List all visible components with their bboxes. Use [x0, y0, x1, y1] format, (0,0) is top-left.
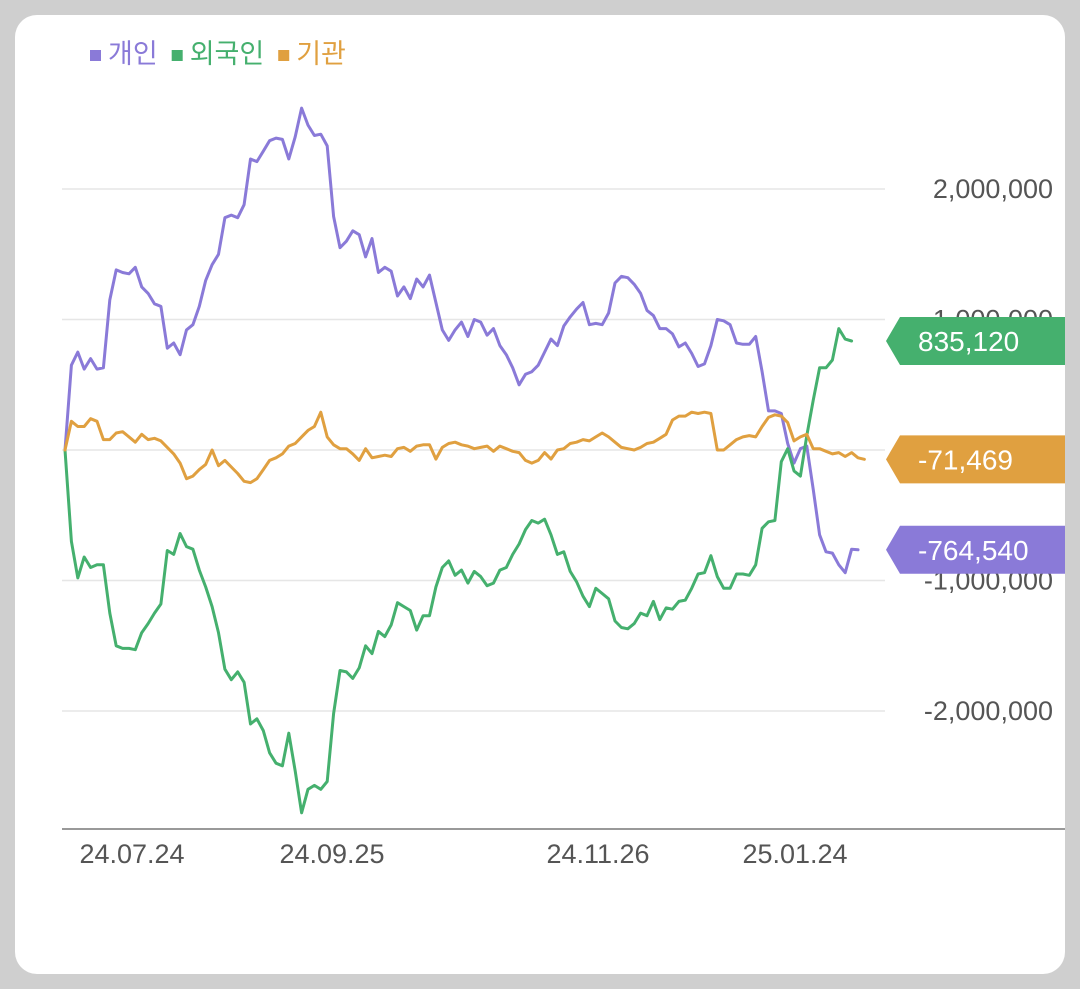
x-tick-label: 24.09.25	[279, 839, 384, 869]
legend: 개인 외국인 기관	[90, 39, 346, 70]
x-tick-label: 24.11.26	[546, 839, 649, 869]
x-tick-label: 25.01.24	[742, 839, 847, 869]
legend-label: 외국인	[190, 39, 265, 70]
investor-net-buy-chart: 2,000,0001,000,000-1,000,000-2,000,000 2…	[62, 39, 1065, 869]
legend-label: 기관	[296, 39, 346, 70]
tag-shape	[886, 317, 1065, 366]
series-line-2	[63, 410, 866, 485]
chart-card: 2,000,0001,000,000-1,000,000-2,000,000 2…	[15, 15, 1065, 974]
tag-value: -71,469	[918, 444, 1013, 475]
legend-item: 개인	[90, 39, 158, 70]
tag-shape	[886, 525, 1065, 574]
series-line-0	[63, 106, 860, 575]
grid-lines	[62, 188, 885, 712]
last-value-tag: -71,469	[886, 435, 1065, 484]
tag-shape	[886, 435, 1065, 484]
x-tick-label: 24.07.24	[79, 839, 184, 869]
legend-swatch	[278, 50, 290, 61]
series-lines	[63, 106, 866, 815]
last-value-tag: -764,540	[886, 525, 1065, 574]
last-value-tag: 835,120	[886, 317, 1065, 366]
tag-value: 835,120	[918, 326, 1019, 357]
legend-item: 기관	[278, 39, 346, 70]
tag-value: -764,540	[918, 535, 1029, 566]
series-line-1	[63, 327, 854, 815]
legend-swatch	[171, 50, 183, 61]
legend-label: 개인	[108, 39, 158, 70]
last-value-tags: -764,540 835,120 -71,469	[886, 317, 1065, 574]
legend-item: 외국인	[171, 39, 265, 70]
y-tick-label: 2,000,000	[933, 174, 1053, 204]
x-tick-labels: 24.07.24 24.09.25 24.11.26 25.01.24	[79, 839, 847, 869]
y-tick-label: -2,000,000	[924, 696, 1053, 726]
legend-swatch	[90, 50, 101, 61]
